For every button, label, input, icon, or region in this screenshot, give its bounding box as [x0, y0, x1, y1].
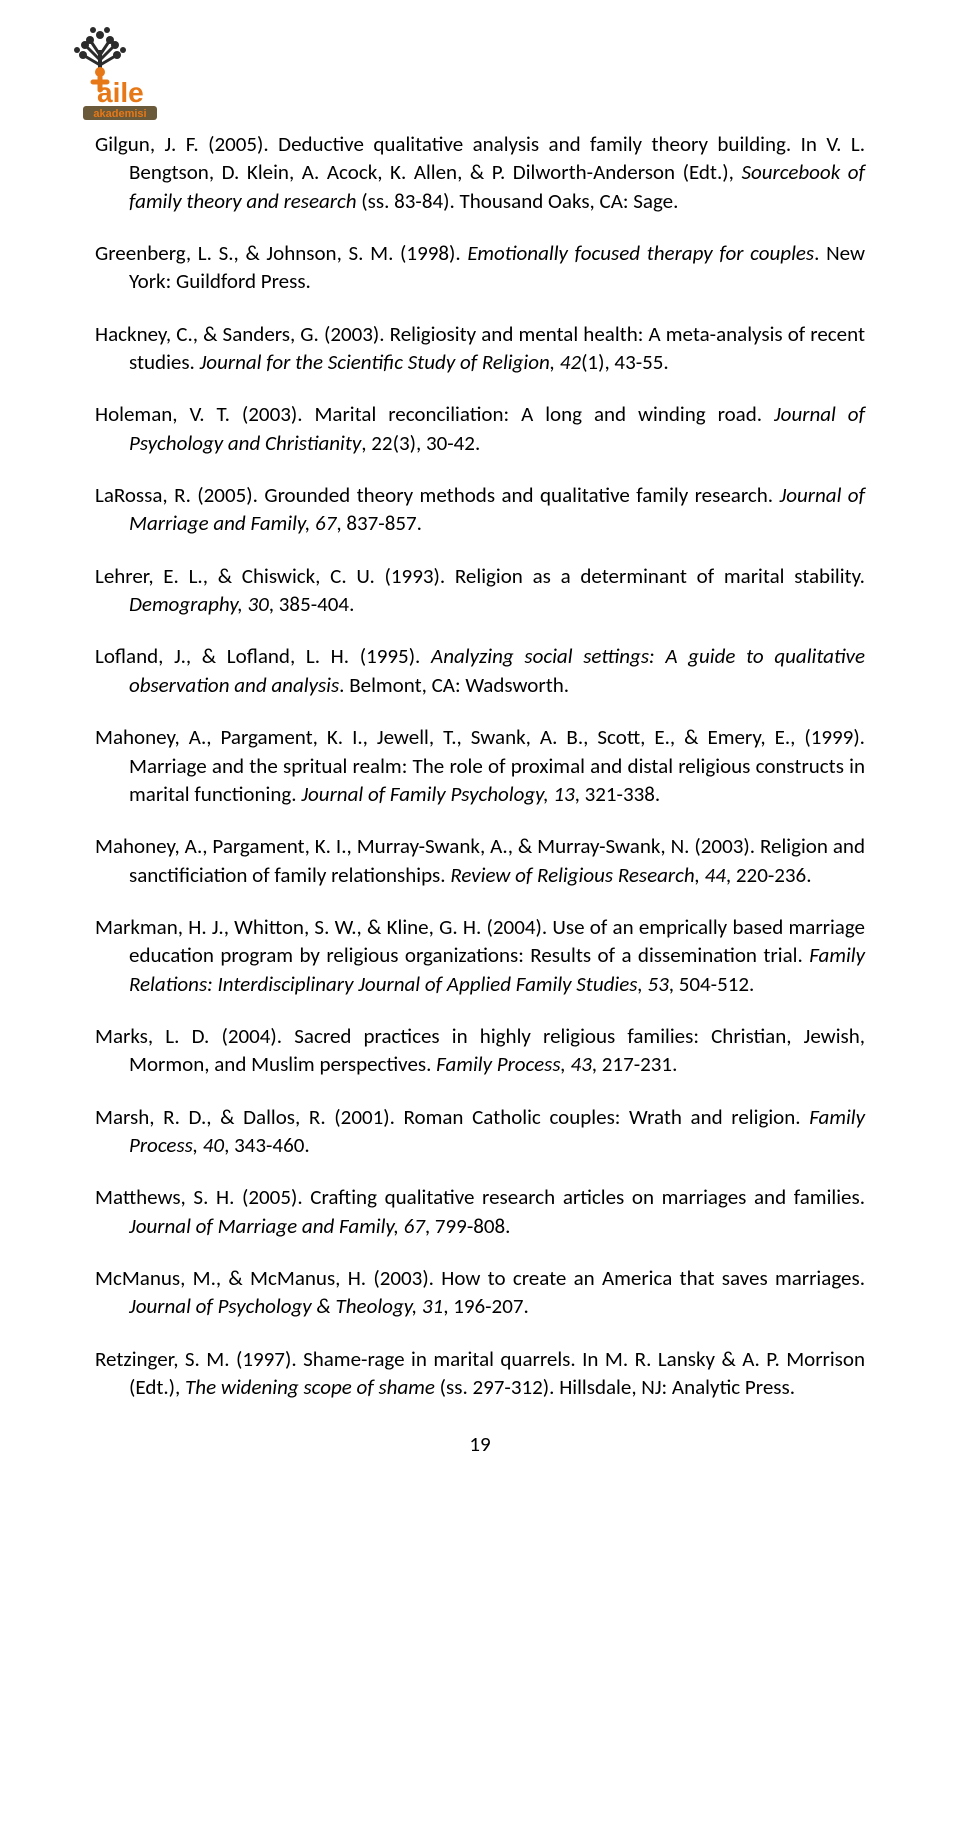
reference-text-segment: , 385-404.	[269, 591, 355, 617]
reference-text-segment: . Belmont, CA: Wadsworth.	[339, 672, 569, 698]
reference-text-segment: , 321-338.	[575, 781, 661, 807]
reference-text-segment: Marsh, R. D., & Dallos, R. (2001). Roman…	[95, 1104, 809, 1130]
reference-text-segment: Lofland, J., & Lofland, L. H. (1995).	[95, 643, 431, 669]
references-list: Gilgun, J. F. (2005). Deductive qualitat…	[95, 130, 865, 1401]
reference-italic-segment: The widening scope of shame	[185, 1374, 435, 1400]
reference-text-segment: , 220-236.	[726, 862, 812, 888]
reference-italic-segment: Journal of Marriage and Family, 67	[129, 1213, 425, 1239]
logo-text-sub: akademisi	[93, 108, 146, 120]
reference-entry: Lofland, J., & Lofland, L. H. (1995). An…	[95, 642, 865, 699]
reference-text-segment: , 504-512.	[669, 971, 755, 997]
reference-entry: Greenberg, L. S., & Johnson, S. M. (1998…	[95, 239, 865, 296]
reference-entry: Hackney, C., & Sanders, G. (2003). Relig…	[95, 320, 865, 377]
logo-svg: aile akademisi	[55, 20, 165, 120]
reference-italic-segment: Review of Religious Research, 44	[450, 862, 726, 888]
reference-entry: Mahoney, A., Pargament, K. I., Jewell, T…	[95, 723, 865, 808]
reference-entry: Retzinger, S. M. (1997). Shame-rage in m…	[95, 1345, 865, 1402]
reference-entry: Markman, H. J., Whitton, S. W., & Kline,…	[95, 913, 865, 998]
reference-italic-segment: Journal of Psychology & Theology, 31	[129, 1293, 443, 1319]
reference-text-segment: , 22(3), 30-42.	[361, 430, 480, 456]
reference-entry: Marks, L. D. (2004). Sacred practices in…	[95, 1022, 865, 1079]
reference-entry: Marsh, R. D., & Dallos, R. (2001). Roman…	[95, 1103, 865, 1160]
reference-italic-segment: Demography, 30	[129, 591, 269, 617]
reference-text-segment: , 343-460.	[224, 1132, 310, 1158]
reference-text-segment: , 837-857.	[336, 510, 422, 536]
reference-italic-segment: Emotionally focused therapy for couples	[467, 240, 814, 266]
reference-text-segment: Greenberg, L. S., & Johnson, S. M. (1998…	[95, 240, 467, 266]
reference-text-segment: , 799-808.	[425, 1213, 511, 1239]
reference-text-segment: (ss. 297-312). Hillsdale, NJ: Analytic P…	[435, 1374, 795, 1400]
reference-text-segment: Holeman, V. T. (2003). Marital reconcili…	[95, 401, 774, 427]
site-logo: aile akademisi	[55, 20, 165, 120]
reference-text-segment: Lehrer, E. L., & Chiswick, C. U. (1993).…	[95, 563, 865, 589]
reference-text-segment: McManus, M., & McManus, H. (2003). How t…	[95, 1265, 865, 1291]
reference-entry: Gilgun, J. F. (2005). Deductive qualitat…	[95, 130, 865, 215]
reference-text-segment: LaRossa, R. (2005). Grounded theory meth…	[95, 482, 780, 508]
reference-entry: Holeman, V. T. (2003). Marital reconcili…	[95, 400, 865, 457]
reference-text-segment: Matthews, S. H. (2005). Crafting qualita…	[95, 1184, 865, 1210]
reference-entry: Lehrer, E. L., & Chiswick, C. U. (1993).…	[95, 562, 865, 619]
reference-entry: McManus, M., & McManus, H. (2003). How t…	[95, 1264, 865, 1321]
reference-text-segment: (1), 43-55.	[581, 349, 669, 375]
page-number: 19	[95, 1431, 865, 1457]
reference-text-segment: Markman, H. J., Whitton, S. W., & Kline,…	[95, 914, 865, 968]
reference-italic-segment: Journal of Family Psychology, 13	[301, 781, 574, 807]
reference-text-segment: (ss. 83-84). Thousand Oaks, CA: Sage.	[357, 188, 679, 214]
logo-text-main: aile	[97, 77, 144, 108]
reference-entry: LaRossa, R. (2005). Grounded theory meth…	[95, 481, 865, 538]
reference-italic-segment: Journal for the Scientific Study of Reli…	[200, 349, 581, 375]
reference-entry: Mahoney, A., Pargament, K. I., Murray-Sw…	[95, 832, 865, 889]
reference-text-segment: , 217-231.	[592, 1051, 678, 1077]
reference-text-segment: , 196-207.	[443, 1293, 529, 1319]
document-page: aile akademisi Gilgun, J. F. (2005). Ded…	[0, 0, 960, 1497]
reference-italic-segment: Family Process, 43	[436, 1051, 592, 1077]
reference-entry: Matthews, S. H. (2005). Crafting qualita…	[95, 1183, 865, 1240]
